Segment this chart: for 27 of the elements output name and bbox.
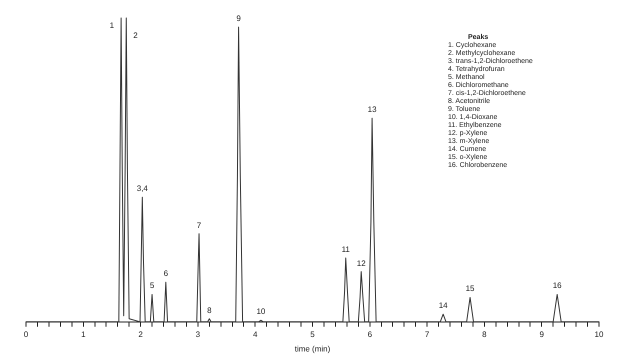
annotation: 7 <box>196 220 202 230</box>
x-tick-label: 4 <box>252 330 258 339</box>
x-tick-label: 0 <box>24 330 29 339</box>
x-tick-label: 5 <box>310 330 316 339</box>
annotation: 3,4 <box>136 184 148 194</box>
annotation: 8 <box>207 306 212 315</box>
annotation: 12 <box>356 258 366 268</box>
annotation: 1 <box>110 21 114 30</box>
x-tick-label: 9 <box>539 330 544 339</box>
x-tick-label: 1 <box>81 330 86 339</box>
annotation: 9 <box>236 14 241 24</box>
annotation: 16 <box>552 281 562 290</box>
annotation: 6 <box>164 269 168 278</box>
x-tick-label: 7 <box>424 330 430 339</box>
x-tick-label: 3 <box>196 330 201 339</box>
annotation: 11 <box>342 245 350 254</box>
annotation: 2 <box>133 31 138 40</box>
annotation: 13 <box>368 105 377 114</box>
annotation: 14 <box>438 301 448 310</box>
x-tick-label: 8 <box>482 330 488 339</box>
x-axis-title: time (min) <box>294 344 331 354</box>
annotation: 5 <box>150 281 154 290</box>
annotation: 15 <box>466 284 475 294</box>
x-tick-label: 10 <box>594 330 604 339</box>
annotation: 10 <box>256 307 266 316</box>
x-tick-label: 6 <box>368 330 373 339</box>
x-tick-label: 2 <box>138 330 144 339</box>
